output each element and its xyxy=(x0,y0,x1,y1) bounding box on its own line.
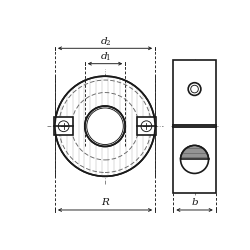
Bar xyxy=(137,117,156,136)
Circle shape xyxy=(188,83,201,96)
Bar xyxy=(54,117,73,136)
Text: d: d xyxy=(101,37,107,46)
Bar xyxy=(173,60,216,193)
Circle shape xyxy=(85,106,125,146)
Text: 2: 2 xyxy=(105,39,110,47)
Circle shape xyxy=(58,121,69,132)
Circle shape xyxy=(55,76,155,176)
Circle shape xyxy=(180,146,208,174)
Circle shape xyxy=(141,121,152,132)
Text: 1: 1 xyxy=(105,54,110,62)
Text: b: b xyxy=(191,198,198,206)
Text: R: R xyxy=(101,198,109,206)
Text: d: d xyxy=(101,52,107,62)
